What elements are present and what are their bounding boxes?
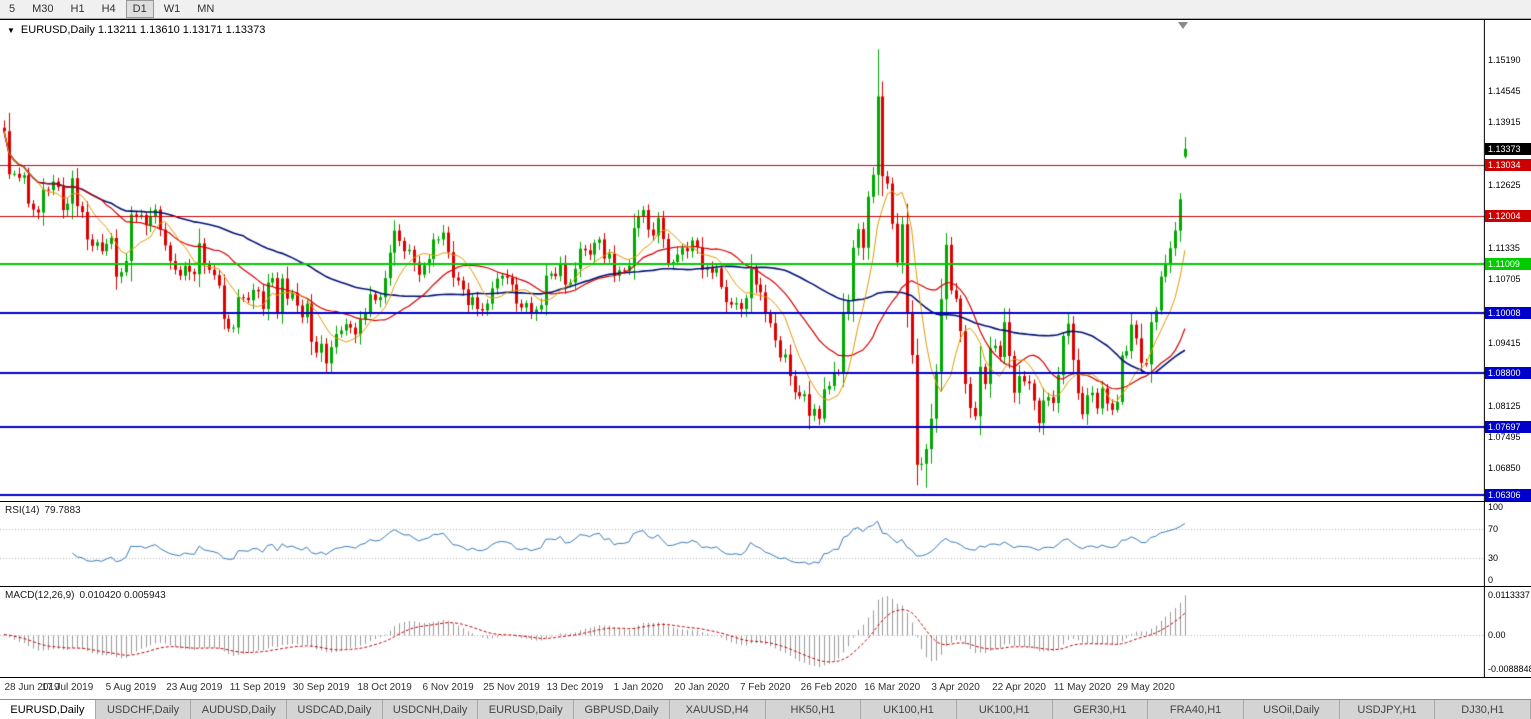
timeframe-toolbar: 5 M30 H1 H4 D1 W1 MN (0, 0, 1531, 19)
date-label: 11 Sep 2019 (229, 682, 286, 693)
chart-tab-usdcad-daily[interactable]: USDCAD,Daily (287, 700, 383, 719)
chart-tab-xauusd-h4[interactable]: XAUUSD,H4 (669, 700, 766, 719)
price-badge-1.13034: 1.13034 (1485, 159, 1531, 172)
timeframe-button-mn[interactable]: MN (197, 3, 215, 15)
date-label: 6 Nov 2019 (422, 682, 474, 693)
timeframe-button-w1[interactable]: W1 (163, 3, 181, 15)
timeframe-button-h1[interactable]: H1 (70, 3, 85, 15)
price-axis-tick: 1.13915 (1488, 117, 1521, 128)
chart-tab-ger30-h1[interactable]: GER30,H1 (1052, 700, 1149, 719)
date-label: 1 Jan 2020 (613, 682, 664, 693)
price-axis-tick: 1.11335 (1488, 243, 1520, 254)
date-label: 17 Jul 2019 (41, 682, 94, 693)
date-label: 11 May 2020 (1053, 682, 1112, 693)
price-chart-canvas[interactable] (0, 20, 1485, 501)
chart-tab-hk50-h1[interactable]: HK50,H1 (765, 700, 862, 719)
chart-tab-fra40-h1[interactable]: FRA40,H1 (1148, 700, 1244, 719)
timeframe-button-h4[interactable]: H4 (101, 3, 116, 15)
macd-name: MACD(12,26,9) (5, 590, 75, 601)
rsi-axis-tick: 0 (1488, 575, 1494, 585)
price-axis-tick: 1.10705 (1488, 274, 1521, 285)
price-axis-tick: 1.09415 (1488, 337, 1521, 348)
rsi-label: RSI(14) 79.7883 (5, 505, 81, 516)
price-badge-1.12004: 1.12004 (1485, 209, 1531, 222)
timeframe-button-m30[interactable]: M30 (32, 3, 54, 15)
chart-tab-eurusd-daily[interactable]: EURUSD,Daily (478, 700, 575, 719)
macd-value: 0.010420 0.005943 (79, 590, 166, 601)
macd-canvas[interactable] (0, 587, 1485, 677)
chart-tab-uk100-h1[interactable]: UK100,H1 (956, 700, 1053, 719)
chart-tab-gbpusd-daily[interactable]: GBPUSD,Daily (574, 700, 670, 719)
price-badge-1.08800: 1.08800 (1485, 366, 1531, 379)
date-label: 25 Nov 2019 (483, 682, 540, 693)
date-label: 22 Apr 2020 (992, 682, 1046, 693)
rsi-axis-tick: 100 (1488, 502, 1504, 512)
chart-tab-usdjpy-h1[interactable]: USDJPY,H1 (1339, 700, 1436, 719)
current-price-badge: 1.13373 (1485, 142, 1531, 155)
panel-separator (0, 19, 1531, 20)
price-axis-tick: 1.06850 (1488, 463, 1521, 474)
chart-tab-usoil-daily[interactable]: USOil,Daily (1243, 700, 1340, 719)
rsi-canvas[interactable] (0, 502, 1485, 586)
chart-tab-audusd-daily[interactable]: AUDUSD,Daily (191, 700, 288, 719)
macd-label: MACD(12,26,9) 0.010420 0.005943 (5, 590, 166, 601)
macd-panel: MACD(12,26,9) 0.010420 0.005943 (0, 587, 1531, 677)
timeframe-button-d1[interactable]: D1 (125, 0, 154, 18)
macd-axis-tick: -0.0088848 (1488, 664, 1531, 674)
price-badge-1.07697: 1.07697 (1485, 420, 1531, 433)
time-axis[interactable]: 28 Jun 2019 17 Jul 2019 5 Aug 2019 23 Aug 2… (0, 677, 1531, 699)
price-axis-tick: 1.07495 (1488, 431, 1521, 442)
chart-tab-uk100-h1[interactable]: UK100,H1 (861, 700, 957, 719)
date-label: 23 Aug 2019 (166, 682, 223, 693)
date-label: 7 Feb 2020 (739, 682, 791, 693)
panel-separator (0, 501, 1531, 502)
chart-tabs-bar: EURUSD,Daily USDCHF,Daily AUDUSD,Daily USDC… (0, 699, 1531, 719)
date-label: 28 Jun 2019 (4, 682, 60, 693)
date-label: 18 Oct 2019 (357, 682, 412, 693)
chart-tab-usdchf-daily[interactable]: USDCHF,Daily (95, 700, 192, 719)
chart-tab-usdcnh-daily[interactable]: USDCNH,Daily (382, 700, 479, 719)
chart-tab-eurusd-daily[interactable]: EURUSD,Daily (0, 700, 96, 719)
price-chart-panel: ▼ EURUSD,Daily 1.13211 1.13610 1.13171 1… (0, 20, 1531, 501)
macd-axis-tick: 0.0113337 (1488, 590, 1530, 600)
chart-shift-marker-icon[interactable] (1178, 22, 1188, 29)
price-badge-1.11009: 1.11009 (1485, 258, 1531, 271)
price-axis-tick: 1.08125 (1488, 400, 1521, 411)
price-axis-tick: 1.15190 (1488, 54, 1521, 65)
chart-tab-dj30-h1[interactable]: DJ30,H1 (1435, 700, 1531, 719)
chart-title: ▼ EURUSD,Daily 1.13211 1.13610 1.13171 1… (7, 24, 265, 36)
rsi-value: 79.7883 (44, 505, 81, 516)
price-badge-1.10008: 1.10008 (1485, 307, 1531, 320)
price-badge-1.06306: 1.06306 (1485, 488, 1531, 501)
timeframe-button-5[interactable]: 5 (9, 3, 16, 15)
date-label: 20 Jan 2020 (674, 682, 730, 693)
rsi-axis-tick: 70 (1488, 523, 1499, 534)
panel-separator (0, 586, 1531, 587)
date-label: 3 Apr 2020 (931, 682, 980, 693)
date-label: 13 Dec 2019 (546, 682, 604, 693)
price-axis-tick: 1.14545 (1488, 86, 1521, 97)
rsi-panel: RSI(14) 79.7883 (0, 502, 1531, 586)
date-label: 16 Mar 2020 (864, 682, 921, 693)
chart-collapse-icon[interactable]: ▼ (7, 25, 15, 35)
date-label: 30 Sep 2019 (292, 682, 350, 693)
macd-axis-tick: 0.00 (1488, 629, 1506, 640)
chart-title-text: EURUSD,Daily 1.13211 1.13610 1.13171 1.1… (20, 24, 266, 36)
rsi-name: RSI(14) (5, 505, 40, 516)
date-label: 26 Feb 2020 (800, 682, 857, 693)
price-axis-tick: 1.12625 (1488, 180, 1521, 191)
date-label: 29 May 2020 (1116, 682, 1175, 693)
date-label: 5 Aug 2019 (105, 682, 157, 693)
price-axis[interactable]: 1.15190 1.14545 1.13915 1.12625 1.11335 1.107… (1485, 20, 1531, 677)
rsi-axis-tick: 30 (1488, 553, 1499, 564)
